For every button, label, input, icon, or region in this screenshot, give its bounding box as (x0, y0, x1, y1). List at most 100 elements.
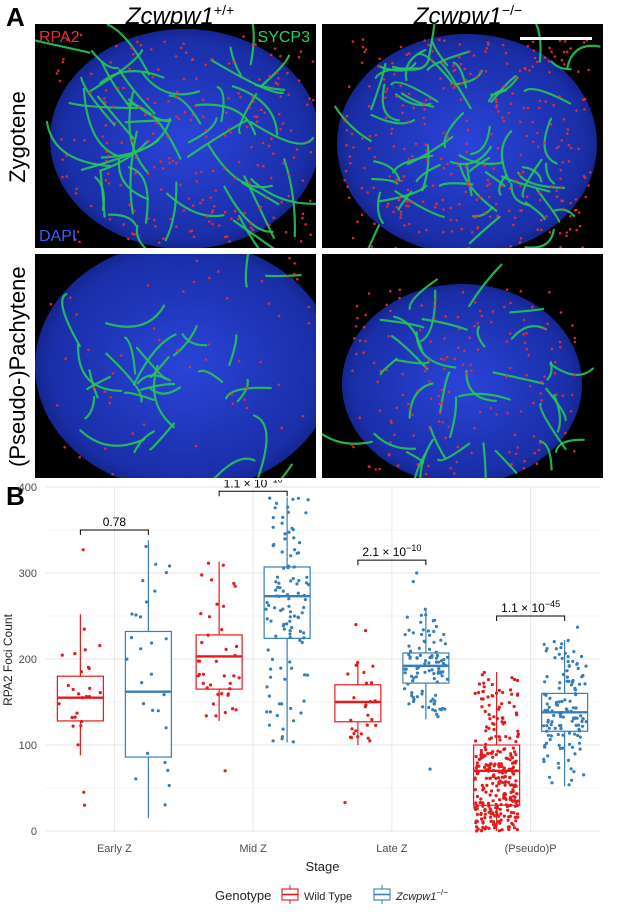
rpa2-focus (133, 233, 136, 236)
rpa2-focus (195, 180, 198, 183)
boxplot-0-2 (334, 660, 382, 745)
data-point (550, 781, 554, 785)
p-value-label: 0.78 (103, 515, 127, 529)
rpa2-focus (358, 339, 362, 342)
data-point (492, 727, 496, 732)
rpa2-focus (407, 205, 410, 208)
data-point (283, 537, 287, 541)
data-point (561, 715, 565, 719)
rpa2-focus (525, 332, 528, 335)
rpa2-focus (544, 100, 547, 103)
rpa2-focus (343, 119, 346, 123)
data-point (557, 686, 561, 690)
rpa2-focus (288, 256, 291, 260)
data-point (370, 718, 374, 722)
chromosome-axis (376, 191, 384, 224)
rpa2-focus (65, 154, 68, 157)
chromosome-axis (552, 394, 562, 433)
chromosome-axis (421, 144, 430, 192)
data-point (481, 802, 485, 806)
data-point (281, 624, 285, 628)
rpa2-focus (456, 445, 460, 449)
rpa2-focus (450, 230, 454, 233)
rpa2-focus (102, 97, 106, 100)
data-point (411, 699, 416, 704)
data-point (228, 681, 232, 685)
rpa2-focus (279, 54, 282, 58)
rpa2-focus (424, 472, 428, 476)
rpa2-focus (502, 85, 505, 88)
data-point (139, 647, 143, 651)
rpa2-focus (496, 214, 499, 218)
rpa2-focus (443, 358, 446, 361)
x-axis-title: Stage (306, 859, 340, 874)
chromosome-axis (168, 94, 202, 125)
rpa2-focus (434, 298, 437, 302)
rpa2-focus (202, 115, 205, 118)
data-point (492, 773, 496, 777)
data-point (291, 576, 295, 581)
data-point (206, 561, 211, 565)
data-point (306, 498, 310, 502)
x-tick-label: Early Z (97, 843, 132, 855)
chromosome-axis (498, 174, 508, 196)
rpa2-focus (558, 340, 562, 344)
data-point (281, 607, 285, 611)
data-point (503, 780, 507, 784)
rpa2-focus (470, 369, 473, 372)
data-point (581, 673, 585, 678)
data-point (510, 755, 515, 760)
rpa2-focus (514, 179, 518, 183)
chromosome-axis (117, 158, 149, 201)
data-point (352, 696, 356, 700)
rpa2-focus (574, 198, 578, 201)
data-point (486, 678, 491, 682)
data-point (498, 750, 502, 754)
rpa2-focus (104, 179, 108, 182)
data-point (484, 825, 488, 829)
data-point (220, 628, 224, 632)
rpa2-focus (569, 146, 573, 150)
data-point (234, 708, 238, 712)
data-point (410, 694, 414, 698)
data-point (300, 640, 304, 645)
data-point (484, 742, 488, 746)
rpa2-focus (550, 50, 553, 54)
rpa2-focus (519, 290, 523, 293)
rpa2-focus (430, 59, 434, 62)
data-point (293, 548, 297, 552)
chromosome-axis (84, 395, 96, 420)
rpa2-focus (208, 220, 211, 223)
rpa2-focus (373, 155, 377, 159)
data-point (511, 746, 515, 750)
chromosome-axis (539, 439, 553, 471)
rpa2-focus (484, 50, 487, 53)
data-point (297, 579, 301, 583)
rpa2-focus (518, 241, 522, 244)
chromosome-axis (509, 307, 545, 314)
data-point (542, 642, 546, 646)
rpa2-focus (382, 78, 386, 81)
rpa2-focus (452, 64, 455, 67)
rpa2-focus (360, 61, 364, 65)
rpa2-focus (364, 313, 367, 317)
data-point (423, 607, 427, 611)
data-point (411, 679, 415, 683)
rpa2-focus (168, 161, 171, 165)
rpa2-focus (457, 327, 461, 331)
data-point (577, 741, 582, 745)
data-point (482, 765, 487, 769)
data-point (428, 647, 432, 651)
data-point (503, 792, 507, 796)
rpa2-focus (411, 155, 414, 158)
rpa2-focus (469, 363, 472, 366)
significance-bracket (357, 559, 427, 566)
rpa2-focus (267, 302, 271, 305)
rpa2-focus (194, 171, 198, 175)
rpa2-focus (361, 38, 365, 41)
row-label-zygotene: Zygotene (5, 91, 30, 183)
rpa2-focus (104, 89, 108, 92)
rpa2-focus (195, 259, 199, 263)
rpa2-focus (309, 199, 312, 203)
data-point (513, 799, 518, 803)
